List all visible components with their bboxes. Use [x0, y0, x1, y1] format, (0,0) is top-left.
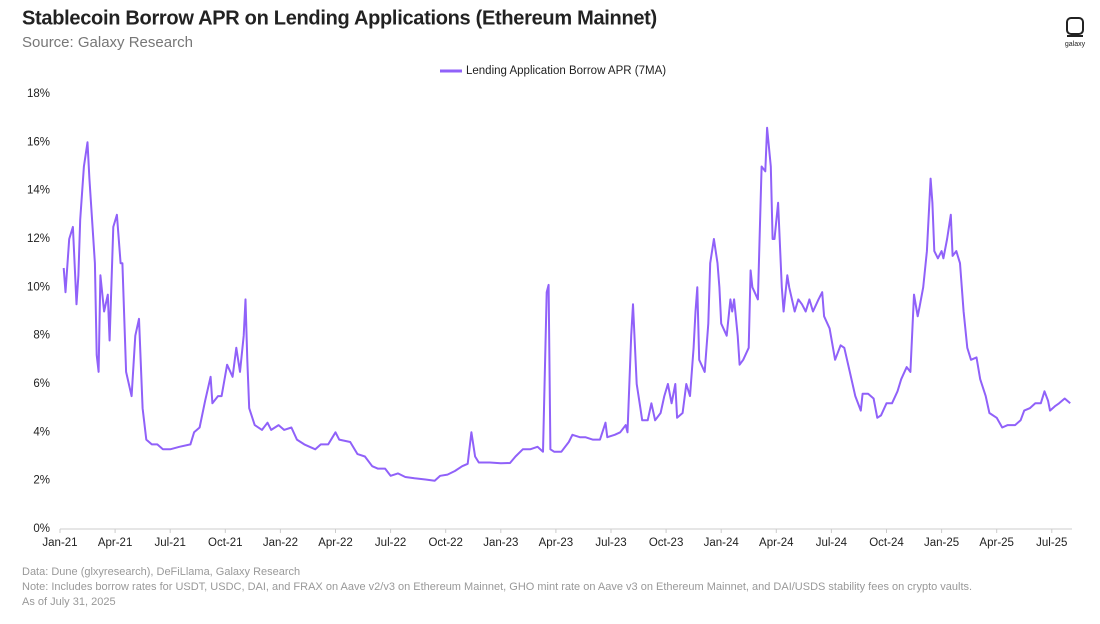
chart-title: Stablecoin Borrow APR on Lending Applica… [22, 7, 657, 29]
legend-label: Lending Application Borrow APR (7MA) [466, 65, 666, 77]
x-tick-label: Apr-25 [979, 537, 1014, 549]
x-tick-label: Oct-24 [869, 537, 904, 549]
x-tick-label: Jan-24 [704, 537, 740, 549]
y-tick-label: 12% [27, 233, 50, 245]
x-tick-label: Jul-25 [1036, 537, 1067, 549]
x-tick-label: Oct-22 [428, 537, 463, 549]
y-tick-label: 18% [27, 88, 50, 100]
x-tick-label: Jul-22 [375, 537, 406, 549]
y-tick-label: 8% [33, 330, 50, 342]
y-tick-label: 6% [33, 378, 50, 390]
x-tick-label: Oct-23 [649, 537, 684, 549]
x-tick-label: Jan-25 [924, 537, 959, 549]
chart-subtitle: Source: Galaxy Research [22, 34, 193, 51]
note: Note: Includes borrow rates for USDT, US… [22, 581, 972, 593]
x-tick-label: Apr-22 [318, 537, 353, 549]
x-tick-label: Apr-24 [759, 537, 794, 549]
y-tick-label: 14% [27, 185, 50, 197]
x-tick-label: Jul-23 [595, 537, 626, 549]
x-tick-label: Apr-21 [98, 537, 133, 549]
note: Data: Dune (glxyresearch), DeFiLlama, Ga… [22, 566, 300, 578]
x-tick-label: Oct-21 [208, 537, 243, 549]
line [62, 126, 1071, 482]
x-tick-label: Jul-24 [816, 537, 848, 549]
logo-icon [1066, 17, 1084, 35]
y-tick-label: 4% [33, 426, 50, 438]
x-tick-label: Jan-21 [42, 537, 77, 549]
logo-text: galaxy [1065, 41, 1086, 48]
y-tick-label: 0% [33, 523, 50, 535]
x-tick-label: Jul-21 [155, 537, 186, 549]
x-tick-label: Jan-22 [263, 537, 298, 549]
y-tick-label: 10% [27, 281, 50, 293]
x-tick-label: Jan-23 [483, 537, 518, 549]
note: As of July 31, 2025 [22, 596, 116, 608]
y-tick-label: 2% [33, 475, 50, 487]
x-tick-label: Apr-23 [539, 537, 574, 549]
y-tick-label: 16% [27, 136, 50, 148]
